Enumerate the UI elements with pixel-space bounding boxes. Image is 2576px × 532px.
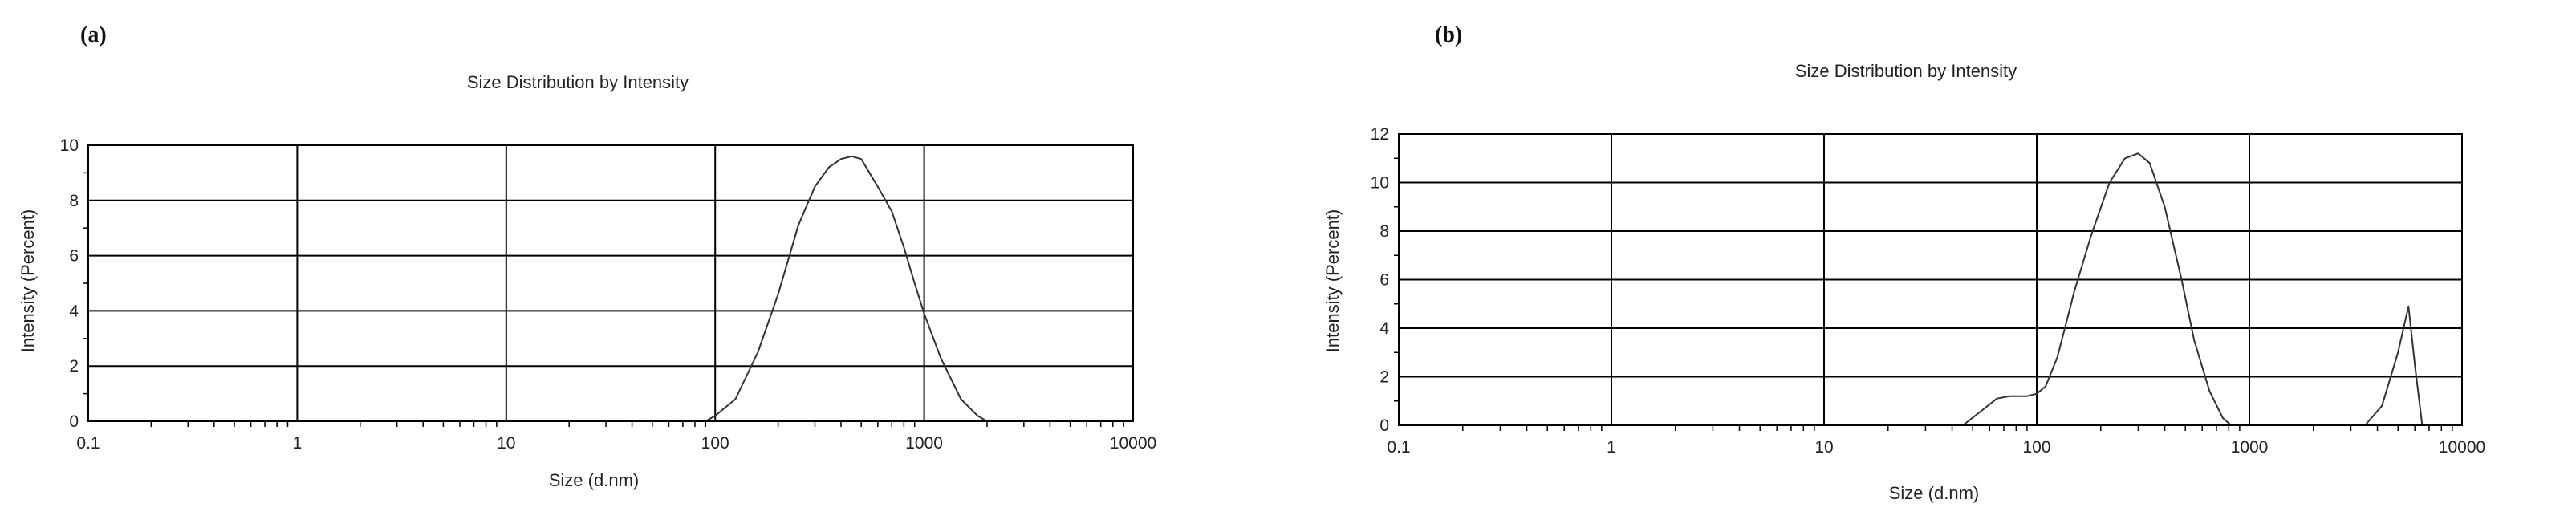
x-tick-label: 1000 <box>905 434 943 453</box>
plot-area-frame <box>87 144 1134 422</box>
y-tick-label: 8 <box>1379 222 1389 241</box>
y-axis-label: Intensity (Percent) <box>1323 209 1343 353</box>
intensity-series-line <box>88 155 1133 422</box>
y-tick-label: 6 <box>1379 271 1389 290</box>
y-tick-label: 2 <box>69 357 79 376</box>
x-tick-label: 100 <box>701 434 729 453</box>
x-tick-label: 10000 <box>2439 438 2485 457</box>
chart-title: Size Distribution by Intensity <box>467 72 689 92</box>
y-tick-label: 4 <box>1379 319 1389 338</box>
x-tick-label: 1 <box>293 434 303 453</box>
y-tick-label: 10 <box>1371 174 1389 193</box>
y-tick-label: 4 <box>69 302 79 320</box>
chart-a: Size Distribution by Intensity Size (d.n… <box>18 72 1156 490</box>
y-tick-label: 10 <box>60 136 79 155</box>
chart-b: Size Distribution by Intensity Size (d.n… <box>1323 61 2485 503</box>
chart-panel-a: (a) Size Distribution by Intensity Size … <box>0 0 1284 532</box>
x-tick-label: 10000 <box>1110 434 1156 453</box>
y-axis-label: Intensity (Percent) <box>18 209 38 353</box>
x-axis-label: Size (d.nm) <box>1889 483 1979 503</box>
x-tick-label: 100 <box>2022 438 2050 457</box>
chart-title: Size Distribution by Intensity <box>1795 61 2017 81</box>
x-tick-label: 0.1 <box>1387 438 1410 457</box>
intensity-series-line <box>1399 152 2462 426</box>
x-tick-label: 10 <box>1814 438 1833 457</box>
plot-area-frame <box>1398 133 2463 426</box>
x-tick-label: 0.1 <box>76 434 100 453</box>
x-tick-label: 10 <box>497 434 515 453</box>
y-tick-label: 12 <box>1371 125 1389 144</box>
y-tick-label: 8 <box>69 192 79 210</box>
y-tick-label: 0 <box>1379 416 1389 435</box>
panel-label-a: (a) <box>80 22 107 47</box>
x-tick-label: 1 <box>1607 438 1616 457</box>
panel-label-b: (b) <box>1435 22 1463 47</box>
y-tick-label: 0 <box>69 412 79 431</box>
y-tick-label: 2 <box>1379 368 1389 387</box>
x-axis-label: Size (d.nm) <box>549 470 639 490</box>
x-tick-label: 1000 <box>2231 438 2269 457</box>
y-tick-label: 6 <box>69 247 79 266</box>
chart-panel-b: (b) Size Distribution by Intensity Size … <box>1284 0 2576 532</box>
